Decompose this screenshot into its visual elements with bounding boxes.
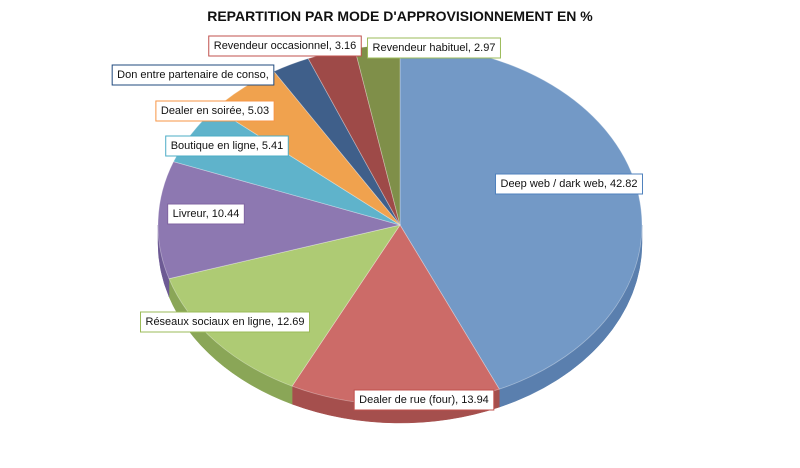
- data-label: Revendeur occasionnel, 3.16: [208, 35, 362, 57]
- data-label: Dealer de rue (four), 13.94: [353, 389, 495, 411]
- data-label-text: Deep web / dark web, 42.82: [501, 178, 638, 190]
- data-label: Réseaux sociaux en ligne, 12.69: [140, 311, 310, 333]
- data-label-text: Don entre partenaire de conso,: [117, 69, 269, 81]
- pie-slice: [157, 161, 401, 280]
- data-label-text: Dealer de rue (four), 13.94: [359, 394, 489, 406]
- data-label-box: [353, 389, 495, 411]
- data-label: Livreur, 10.44: [167, 203, 245, 225]
- chart-title: REPARTITION PAR MODE D'APPROVISIONNEMENT…: [207, 8, 593, 24]
- data-label-text: Revendeur habituel, 2.97: [373, 42, 496, 54]
- data-label: Dealer en soirée, 5.03: [155, 100, 275, 122]
- data-label: Revendeur habituel, 2.97: [367, 37, 501, 59]
- data-labels: Deep web / dark web, 42.82 Dealer de rue …: [111, 35, 643, 411]
- data-label-box: [155, 100, 275, 122]
- data-label-box: [367, 37, 501, 59]
- data-label-text: Réseaux sociaux en ligne, 12.69: [146, 316, 305, 328]
- pie-top-group: [157, 44, 643, 406]
- data-label-text: Revendeur occasionnel, 3.16: [214, 40, 356, 52]
- data-label-box: [167, 203, 245, 225]
- data-label: Don entre partenaire de conso,: [111, 64, 275, 86]
- pie-slice: [168, 224, 401, 387]
- data-label-text: Dealer en soirée, 5.03: [161, 105, 269, 117]
- data-label-box: [208, 35, 362, 57]
- data-label-text: Boutique en ligne, 5.41: [171, 140, 284, 152]
- data-label: Deep web / dark web, 42.82: [495, 173, 643, 195]
- data-label-text: Livreur, 10.44: [173, 208, 240, 220]
- data-label: Boutique en ligne, 5.41: [165, 135, 289, 157]
- data-label-box: [111, 64, 275, 86]
- data-label-box: [140, 311, 310, 333]
- data-label-box: [165, 135, 289, 157]
- data-label-box: [495, 173, 643, 195]
